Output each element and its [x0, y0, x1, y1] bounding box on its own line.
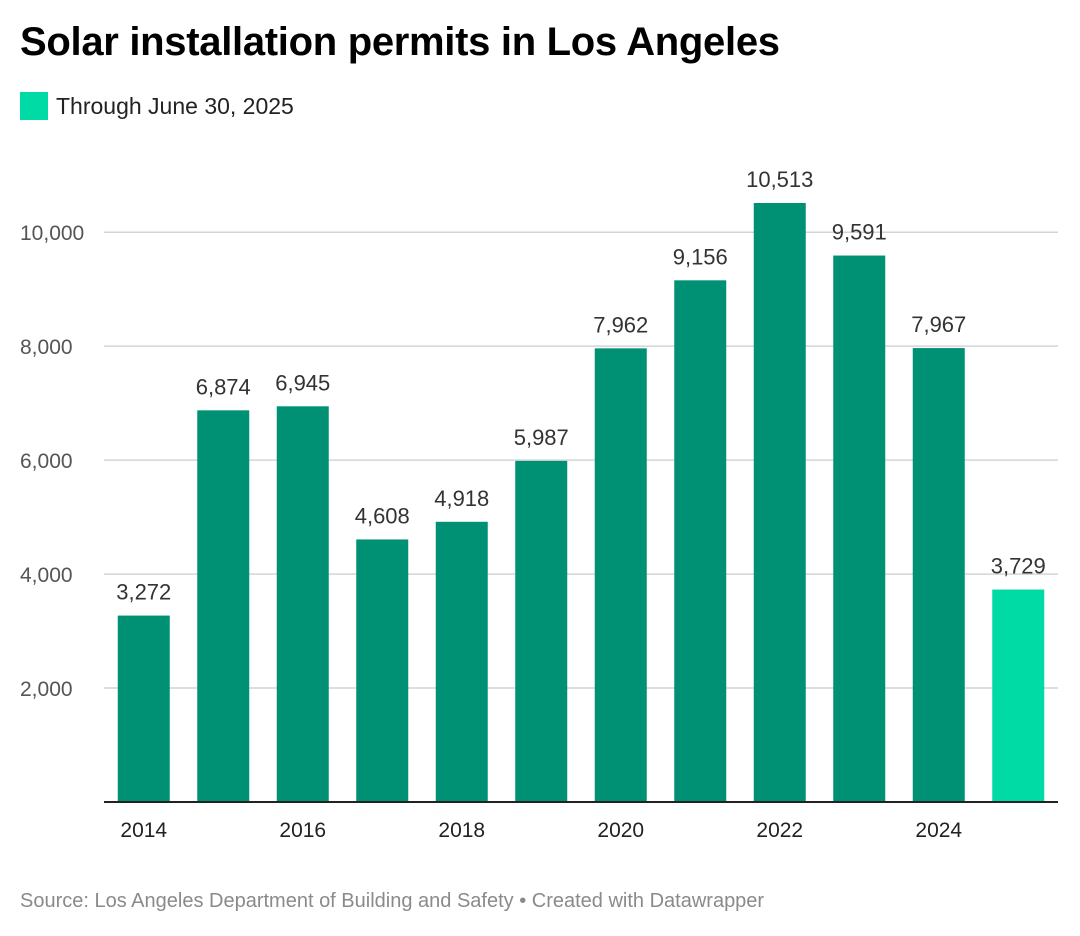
- y-tick-label: 4,000: [20, 564, 73, 587]
- bar: [197, 410, 250, 802]
- data-label: 7,962: [593, 312, 648, 337]
- bar: [912, 348, 965, 802]
- x-tick-label: 2014: [120, 819, 167, 842]
- bar: [435, 521, 488, 802]
- chart-title: Solar installation permits in Los Angele…: [20, 20, 780, 64]
- data-label: 3,729: [991, 554, 1046, 579]
- x-tick-label: 2020: [597, 819, 644, 842]
- y-tick-label: 8,000: [20, 336, 73, 359]
- bar: [753, 203, 806, 802]
- legend: Through June 30, 2025: [20, 92, 294, 120]
- x-tick-label: 2016: [279, 819, 326, 842]
- data-label: 9,591: [832, 220, 887, 245]
- bar: [992, 589, 1045, 802]
- x-tick-label: 2018: [438, 819, 485, 842]
- data-label: 9,156: [673, 244, 728, 269]
- data-label: 6,945: [275, 370, 330, 395]
- legend-label: Through June 30, 2025: [56, 92, 294, 119]
- data-label: 10,513: [746, 167, 813, 192]
- data-label: 4,918: [434, 486, 489, 511]
- data-label: 6,874: [196, 374, 251, 399]
- legend-swatch: [20, 92, 48, 120]
- y-tick-label: 2,000: [20, 678, 73, 701]
- source-note: Source: Los Angeles Department of Buildi…: [20, 890, 765, 912]
- bar: [594, 348, 647, 802]
- bar: [356, 539, 409, 802]
- bar: [117, 615, 170, 802]
- x-tick-label: 2022: [756, 819, 803, 842]
- bar: [276, 406, 329, 802]
- data-label: 3,272: [116, 580, 171, 605]
- bar: [833, 255, 886, 803]
- data-label: 4,608: [355, 503, 410, 528]
- data-label: 5,987: [514, 425, 569, 450]
- bar: [674, 280, 727, 803]
- y-tick-label: 6,000: [20, 450, 73, 473]
- bar: [515, 460, 568, 802]
- data-label: 7,967: [911, 312, 966, 337]
- y-tick-label: 10,000: [20, 222, 84, 245]
- x-tick-label: 2024: [915, 819, 962, 842]
- bar-chart: 2,000 4,000 6,000 8,000 10,000 3,272 2014 6,874…: [20, 167, 1058, 842]
